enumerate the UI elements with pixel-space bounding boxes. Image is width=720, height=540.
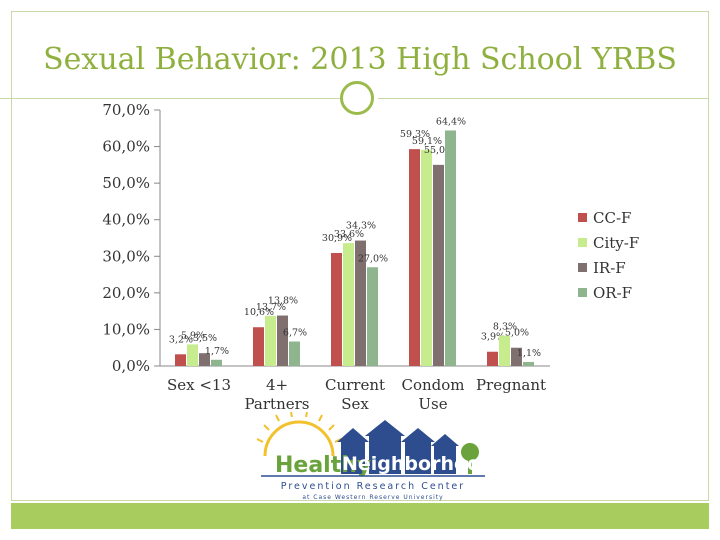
x-tick-label: Pregnant [476,376,546,394]
data-label: 6,7% [283,327,307,338]
bar-ir-f-0 [199,353,210,366]
data-label: 30,9% [322,233,352,244]
data-label: 8,3% [493,322,517,333]
data-label: 59,1% [412,136,442,147]
x-tick-label: Sex [341,395,369,413]
title-divider-left [0,98,344,99]
data-label: 5,0% [505,328,529,339]
logo-line-cwru: at Case Western Reserve University [302,494,443,501]
title-ring-ornament [340,81,374,115]
legend-entry: City-F [593,234,639,252]
x-tick-label: 4+ [266,376,288,394]
legend-entry: IR-F [593,259,626,277]
bar-city-f-1 [265,315,276,366]
logo-line-prc: Prevention Research Center [281,481,465,492]
slide-frame [11,11,709,501]
footer-band [11,503,709,529]
data-label: 1,7% [205,346,229,357]
bar-cc-f-0 [175,354,186,366]
legend-entry: OR-F [593,284,632,302]
healthy-neighborhoods-logo: Healthy Neighborhoods Prevention Researc… [256,412,490,501]
title-bar: Sexual Behavior: 2013 High School YRBS [12,12,708,100]
data-label: 13,8% [268,296,298,307]
tree-icon [461,443,479,474]
legend-swatch [578,213,587,222]
data-label: 3,2% [169,334,193,345]
data-label: 55,0% [424,145,454,156]
data-label: 3,9% [481,332,505,343]
x-tick-label: Current [325,376,385,394]
bar-or-f-2 [367,267,378,366]
bar-cc-f-4 [487,351,498,366]
houses-icon [337,420,459,474]
x-tick-label: Sex <13 [167,376,231,394]
logo-word-healthy: Healthy [275,453,371,478]
bar-ir-f-3 [433,164,444,366]
data-label: 64,4% [436,116,466,127]
bar-city-f-3 [421,149,432,366]
sun-icon [256,412,342,457]
data-label: 34,3% [346,221,376,232]
bar-or-f-4 [523,361,534,366]
data-label: 5,9% [181,330,205,341]
x-tick-label: Condom [401,376,464,394]
data-label: 13,7% [256,302,286,313]
data-label: 10,6% [244,307,274,318]
title-divider-right [378,98,708,99]
logo-word-neighborhoods: Neighborhoods [342,453,490,475]
y-tick-label: 40,0% [102,211,150,229]
data-label: 27,0% [358,253,388,264]
y-tick-label: 60,0% [102,138,150,156]
data-label: 33,6% [334,229,364,240]
y-tick-label: 70,0% [102,101,150,119]
bar-city-f-2 [343,243,354,366]
data-label: 59,3% [400,129,430,140]
y-tick-label: 0,0% [112,357,150,375]
slide-title: Sexual Behavior: 2013 High School YRBS [43,42,677,77]
y-tick-label: 30,0% [102,247,150,265]
legend-entry: CC-F [593,209,631,227]
data-label: 3,5% [193,333,217,344]
x-tick-label: Use [418,395,447,413]
y-tick-label: 20,0% [102,284,150,302]
bar-cc-f-3 [409,149,420,366]
bar-city-f-4 [499,335,510,366]
x-tick-label: Partners [245,395,310,413]
legend-swatch [578,288,587,297]
bar-or-f-1 [289,341,300,366]
bar-cc-f-1 [253,327,264,366]
data-label: 1,1% [517,348,541,359]
legend-swatch [578,238,587,247]
bar-or-f-3 [445,130,456,366]
bar-cc-f-2 [331,252,342,366]
bar-ir-f-1 [277,315,288,366]
bar-ir-f-4 [511,347,522,366]
bar-or-f-0 [211,359,222,366]
y-tick-label: 10,0% [102,320,150,338]
y-tick-label: 50,0% [102,174,150,192]
legend-swatch [578,263,587,272]
bar-ir-f-2 [355,240,366,366]
bar-city-f-0 [187,344,198,366]
